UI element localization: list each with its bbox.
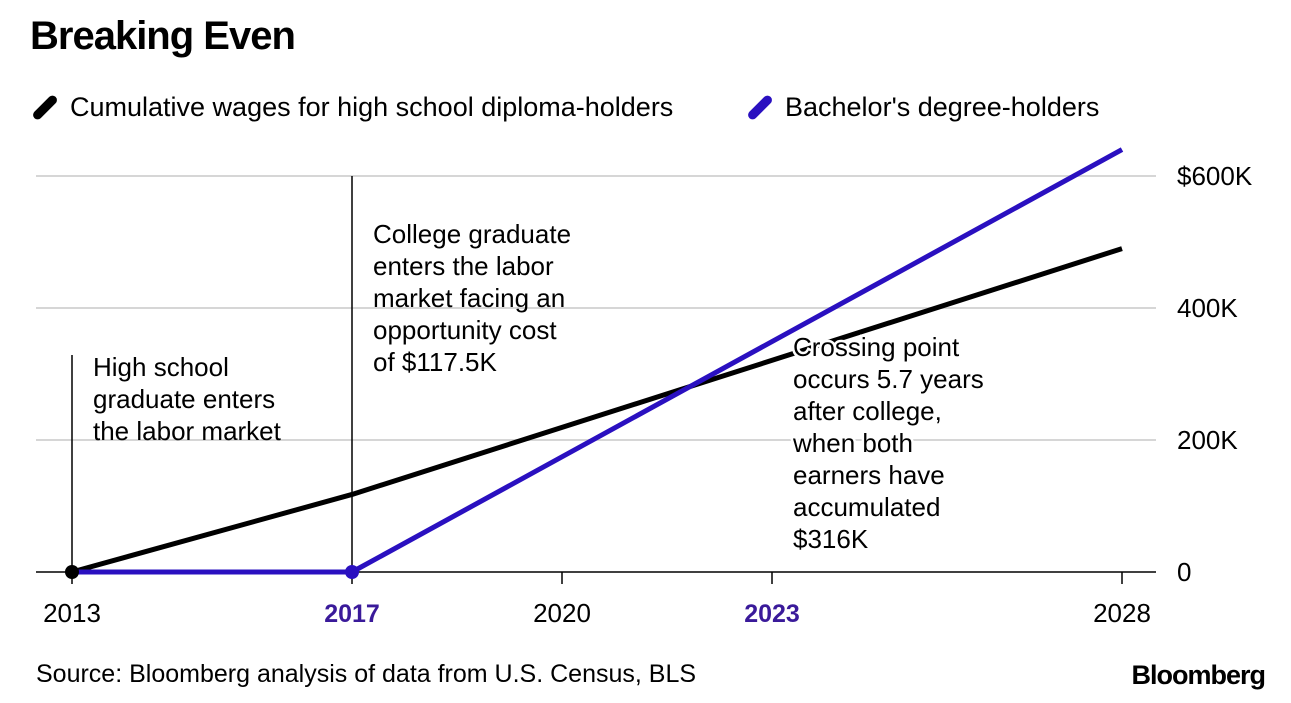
- annotation-text: enters the labor: [373, 251, 554, 281]
- annotation-text: College graduate: [373, 219, 571, 249]
- legend-item-high-school: Cumulative wages for high school diploma…: [30, 92, 673, 123]
- annotation-text: occurs 5.7 years: [793, 364, 984, 394]
- annotation-text: of $117.5K: [373, 347, 498, 377]
- annotation-text: opportunity cost: [373, 315, 557, 345]
- annotation-text: the labor market: [93, 416, 282, 446]
- bloomberg-logo: Bloomberg: [1131, 660, 1266, 690]
- legend-item-bachelors: Bachelor's degree-holders: [745, 92, 1099, 123]
- legend-label-high-school: Cumulative wages for high school diploma…: [70, 92, 674, 122]
- annotation-text: market facing an: [373, 283, 565, 313]
- y-tick-label: 0: [1177, 557, 1191, 587]
- legend: Cumulative wages for high school diploma…: [30, 92, 1270, 132]
- data-point-marker: [345, 565, 359, 579]
- x-tick-label: 2013: [43, 598, 101, 628]
- x-tick-label: 2028: [1093, 598, 1151, 628]
- series-line-bachelors: [72, 147, 1124, 575]
- chart-title: Breaking Even: [30, 14, 296, 58]
- annotation-text: when both: [792, 428, 913, 458]
- source-note: Source: Bloomberg analysis of data from …: [36, 660, 697, 688]
- y-tick-label: 200K: [1177, 425, 1238, 455]
- annotation-text: Crossing point: [793, 332, 960, 362]
- x-tick-label: 2017: [324, 600, 380, 628]
- data-point-marker: [65, 565, 79, 579]
- annotation-text: High school: [93, 352, 229, 382]
- annotation-text: accumulated: [793, 492, 940, 522]
- series-line-high-school: [71, 246, 1123, 575]
- x-tick-label: 2023: [744, 600, 800, 628]
- annotation-text: earners have: [793, 460, 945, 490]
- annotation-text: $316K: [793, 524, 869, 554]
- annotation-text: after college,: [793, 396, 942, 426]
- legend-label-bachelors: Bachelor's degree-holders: [785, 92, 1100, 122]
- y-tick-label: 400K: [1177, 293, 1238, 323]
- y-tick-label: $600K: [1177, 161, 1253, 191]
- x-tick-label: 2020: [533, 598, 591, 628]
- annotation-text: graduate enters: [93, 384, 275, 414]
